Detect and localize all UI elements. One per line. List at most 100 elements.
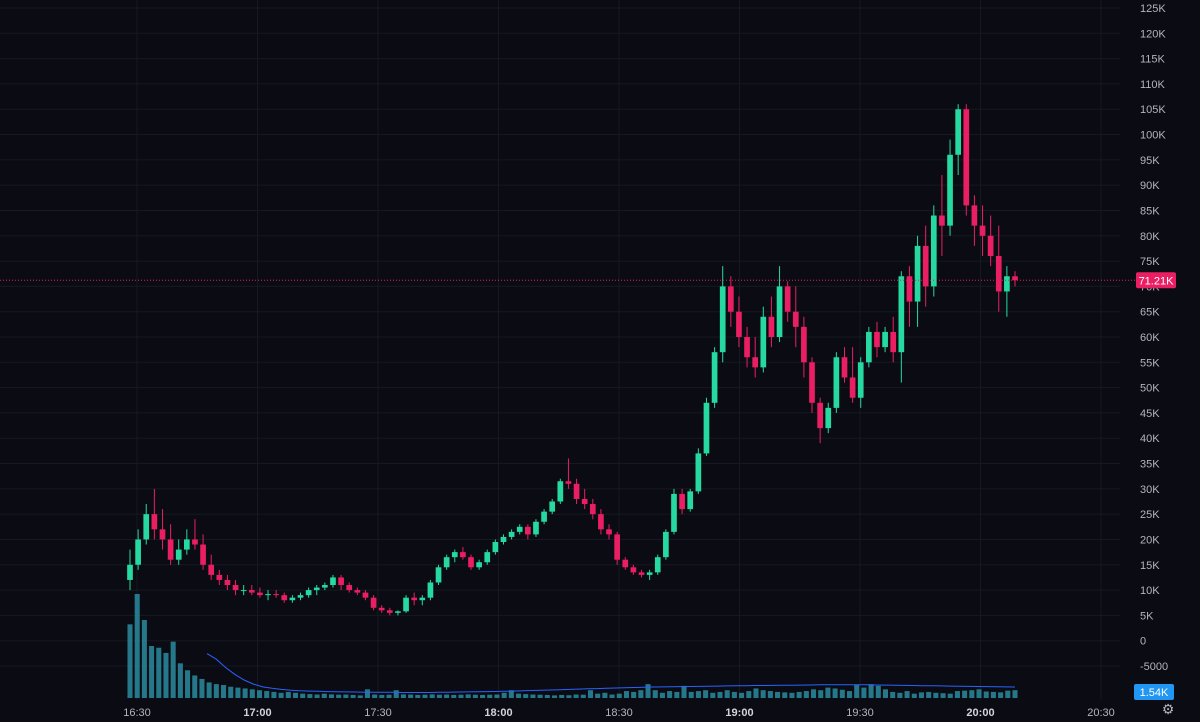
candle-body bbox=[630, 567, 637, 573]
candle bbox=[955, 104, 962, 176]
candle bbox=[930, 205, 937, 297]
candle bbox=[378, 605, 385, 613]
candle-body bbox=[906, 276, 913, 302]
candle-body bbox=[289, 597, 296, 601]
volume-bar bbox=[141, 620, 147, 698]
volume-bar bbox=[400, 694, 406, 698]
candle bbox=[776, 266, 783, 343]
volume-bar bbox=[897, 692, 903, 698]
candle bbox=[289, 595, 296, 603]
candle-body bbox=[792, 311, 799, 327]
volume-bar bbox=[271, 691, 277, 698]
candle-body bbox=[346, 585, 353, 591]
volume-bar bbox=[890, 691, 896, 698]
candle-body bbox=[857, 362, 864, 398]
candle bbox=[922, 225, 929, 307]
candle bbox=[565, 458, 572, 489]
volume-bar bbox=[386, 694, 392, 698]
volume-bar bbox=[602, 692, 608, 698]
candle-body bbox=[987, 235, 994, 257]
volume-bar bbox=[192, 675, 198, 698]
candle-body bbox=[135, 539, 141, 565]
volume-bar bbox=[415, 694, 421, 698]
y-tick-label: 95K bbox=[1140, 155, 1160, 167]
candle bbox=[622, 557, 629, 570]
candle-body bbox=[305, 590, 312, 596]
volume-bar bbox=[659, 692, 665, 698]
candle bbox=[890, 316, 897, 363]
volume-bar bbox=[566, 695, 572, 698]
candle-body bbox=[386, 610, 393, 613]
volume-bar bbox=[300, 693, 306, 698]
candle-body bbox=[874, 331, 880, 348]
volume-bar bbox=[480, 694, 486, 698]
candle-body bbox=[817, 402, 823, 429]
candle bbox=[752, 337, 759, 378]
candle-body bbox=[330, 577, 336, 586]
candle bbox=[313, 585, 320, 596]
candle bbox=[654, 554, 661, 575]
candle bbox=[630, 564, 637, 575]
y-tick-label: 65K bbox=[1140, 307, 1160, 319]
candle-body bbox=[971, 205, 978, 226]
candle bbox=[663, 529, 669, 560]
candle bbox=[866, 326, 872, 368]
candle bbox=[557, 478, 564, 505]
volume-bar bbox=[616, 693, 622, 698]
candle-body bbox=[736, 311, 742, 337]
candle bbox=[159, 509, 166, 550]
candle-body bbox=[297, 595, 304, 598]
volume-bar bbox=[523, 694, 529, 698]
candle bbox=[330, 574, 336, 588]
candle-body bbox=[435, 567, 442, 583]
volume-bar bbox=[775, 691, 781, 698]
candle bbox=[151, 488, 158, 540]
volume-bar bbox=[444, 694, 450, 698]
volume-bar bbox=[990, 691, 996, 698]
candle-body bbox=[525, 526, 531, 535]
candle-body bbox=[663, 531, 669, 558]
volume-badge-bg bbox=[1134, 684, 1174, 700]
chart-settings-icon[interactable]: ⚙ bbox=[1161, 702, 1175, 718]
candle bbox=[435, 564, 442, 586]
volume-bar bbox=[314, 694, 320, 698]
candle bbox=[736, 296, 742, 348]
candle bbox=[874, 321, 880, 358]
volume-bar bbox=[753, 688, 759, 698]
y-tick-label: 35K bbox=[1140, 459, 1160, 471]
y-axis[interactable]: 125K120K115K110K105K100K95K90K85K80K75K7… bbox=[1140, 3, 1168, 673]
volume-bar bbox=[796, 691, 802, 698]
volume-ma-path bbox=[206, 653, 1016, 693]
candle bbox=[224, 574, 231, 591]
candle bbox=[987, 215, 994, 267]
candle bbox=[395, 610, 401, 616]
y-tick-label: 60K bbox=[1140, 332, 1160, 344]
y-tick-label: 25K bbox=[1140, 509, 1160, 521]
candle bbox=[265, 590, 271, 601]
candle-body bbox=[622, 559, 629, 568]
volume-bar bbox=[163, 652, 169, 698]
volume-bar bbox=[609, 694, 615, 698]
candle-body bbox=[451, 552, 458, 558]
candle-body bbox=[703, 402, 710, 454]
volume-bar bbox=[185, 670, 191, 698]
x-axis[interactable]: 16:30 17:00 17:30 18:00 18:30 19:00 19:30 20:00… bbox=[123, 707, 1115, 719]
volume-bar bbox=[1012, 690, 1018, 698]
candle-body bbox=[468, 557, 474, 568]
candle bbox=[386, 607, 393, 616]
candle-body bbox=[403, 597, 409, 612]
candle bbox=[581, 488, 588, 510]
volume-bar bbox=[911, 693, 917, 698]
x-tick-label: 17:00 bbox=[243, 707, 271, 719]
last-price-label: 71.21K bbox=[1139, 275, 1175, 287]
candle bbox=[1012, 271, 1018, 287]
candle bbox=[322, 582, 328, 591]
candle bbox=[183, 529, 190, 555]
volume-ma-line bbox=[206, 653, 1016, 693]
volume-bar bbox=[436, 694, 442, 698]
candle bbox=[711, 347, 718, 408]
candle-body bbox=[809, 362, 815, 403]
volume-bar bbox=[918, 692, 924, 698]
candle-body bbox=[606, 529, 612, 535]
